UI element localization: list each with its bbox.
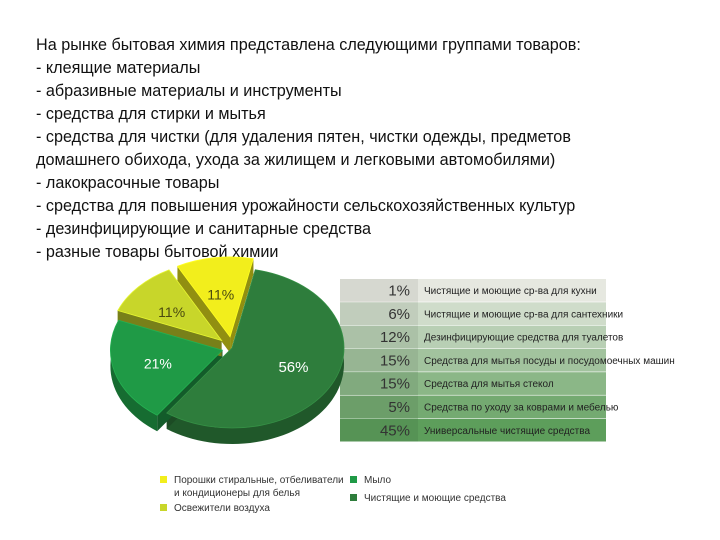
intro-line: - абразивные материалы и инструменты: [36, 82, 342, 100]
breakdown-value-label: 12%: [380, 329, 410, 346]
breakdown-value-label: 6%: [388, 306, 410, 323]
breakdown-value-label: 15%: [380, 352, 410, 369]
intro-line: домашнего обихода, ухода за жилищем и ле…: [36, 151, 556, 169]
breakdown-band-value-cell: [340, 418, 418, 442]
pie-slice: [110, 319, 224, 416]
intro-line: - разные товары бытовой химии: [36, 243, 279, 261]
pie-slice-wall: [177, 266, 231, 353]
breakdown-band-value-cell: [340, 348, 418, 372]
breakdown-band-value-cell: [340, 302, 418, 325]
intro-line: - средства для чистки (для удаления пяте…: [36, 128, 571, 146]
breakdown-band-value-cell: [340, 325, 418, 349]
pie-slice: [117, 269, 223, 342]
breakdown-category-label: Средства для мытья стекол: [424, 379, 554, 390]
breakdown-value-label: 45%: [380, 422, 410, 439]
breakdown-category-label: Средства по уходу за коврами и мебелью: [424, 402, 619, 414]
legend-label: Мыло: [364, 475, 391, 486]
pie-slice-label: 11%: [207, 286, 234, 302]
legend-label: и кондиционеры для белья: [174, 487, 300, 499]
breakdown-category-label: Универсальные чистящие средства: [424, 426, 590, 437]
legend-label: Чистящие и моющие средства: [364, 493, 506, 504]
intro-line: - клеящие материалы: [36, 59, 201, 77]
pie-slice-side: [166, 269, 344, 444]
pie-slice-label: 56%: [278, 359, 308, 376]
pie-slice-wall: [230, 258, 254, 353]
legend-swatch: [350, 494, 357, 501]
legend-swatch: [160, 504, 167, 511]
breakdown-category-label: Средства для мытья посуды и посудомоечны…: [424, 356, 675, 367]
breakdown-value-label: 5%: [388, 399, 410, 416]
intro-text: На рынке бытовая химия представлена след…: [36, 34, 686, 264]
intro-line: - дезинфицирующие и санитарные средства: [36, 220, 372, 238]
intro-line: - лакокрасочные товары: [36, 174, 220, 192]
legend-label: Порошки стиральные, отбеливатели: [174, 474, 344, 486]
legend-swatch: [160, 476, 167, 483]
breakdown-band-value-cell: [340, 395, 418, 419]
breakdown-category-label: Дезинфицирующие средства для туалетов: [424, 332, 623, 344]
legend-label: Освежители воздуха: [174, 503, 270, 514]
breakdown-band-value-cell: [340, 372, 418, 395]
intro-line: - средства для стирки и мытья: [36, 105, 266, 123]
pie-slice: [176, 256, 254, 338]
breakdown-band-value-cell: [340, 279, 418, 302]
breakdown-category-label: Чистящие и моющие ср-ва для сантехники: [424, 309, 623, 320]
pie-slice: [166, 269, 345, 429]
pie-slice-label: 11%: [158, 304, 185, 320]
legend-swatch: [350, 476, 357, 483]
intro-line: - средства для повышения урожайности сел…: [36, 197, 576, 215]
intro-heading: На рынке бытовая химия представлена след…: [36, 36, 581, 54]
breakdown-value-label: 1%: [388, 283, 410, 300]
breakdown-category-label: Чистящие и моющие ср-ва для кухни: [424, 286, 597, 297]
breakdown-value-label: 15%: [380, 376, 410, 393]
pie-slice-label: 21%: [144, 355, 172, 371]
